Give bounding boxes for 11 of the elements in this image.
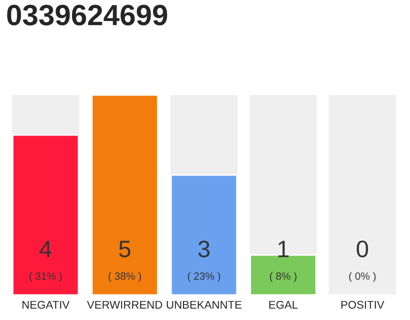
data-label: 3 ( 23% )	[188, 240, 220, 282]
x-tick-label: VERWIRREND	[86, 300, 162, 309]
data-label: 4 ( 31% )	[29, 240, 62, 282]
data-label: 1 ( 8% )	[270, 240, 296, 282]
data-label: 5 ( 38% )	[108, 240, 141, 282]
x-tick-label: UNBEKANNTE	[166, 300, 242, 309]
x-tick-label: POSITIV	[341, 300, 384, 309]
data-label: 0 ( 0% )	[349, 240, 376, 282]
chart-title: 0339624699	[7, 4, 168, 26]
x-tick-label: NEGATIV	[22, 300, 70, 309]
x-tick-label: EGAL	[269, 300, 298, 309]
